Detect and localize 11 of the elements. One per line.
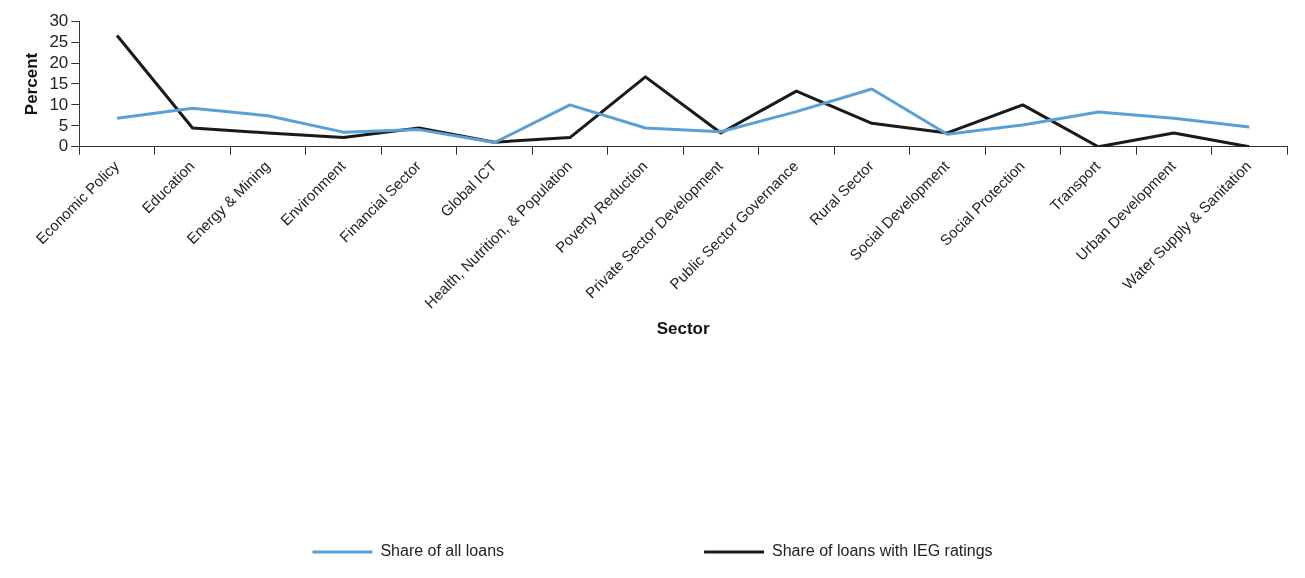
x-axis-title: Sector: [656, 319, 710, 339]
y-tick-label: 10: [49, 94, 69, 114]
legend-label: Share of loans with IEG ratings: [772, 542, 993, 560]
y-tick-label: 5: [58, 115, 69, 135]
y-tick-label: 30: [49, 10, 69, 30]
y-tick-label: 0: [58, 136, 69, 156]
y-tick-label: 25: [49, 31, 69, 51]
y-axis-title: Percent: [21, 52, 41, 116]
y-tick-label: 15: [49, 73, 69, 93]
y-tick-label: 20: [49, 52, 69, 72]
legend-label: Share of all loans: [380, 542, 505, 560]
